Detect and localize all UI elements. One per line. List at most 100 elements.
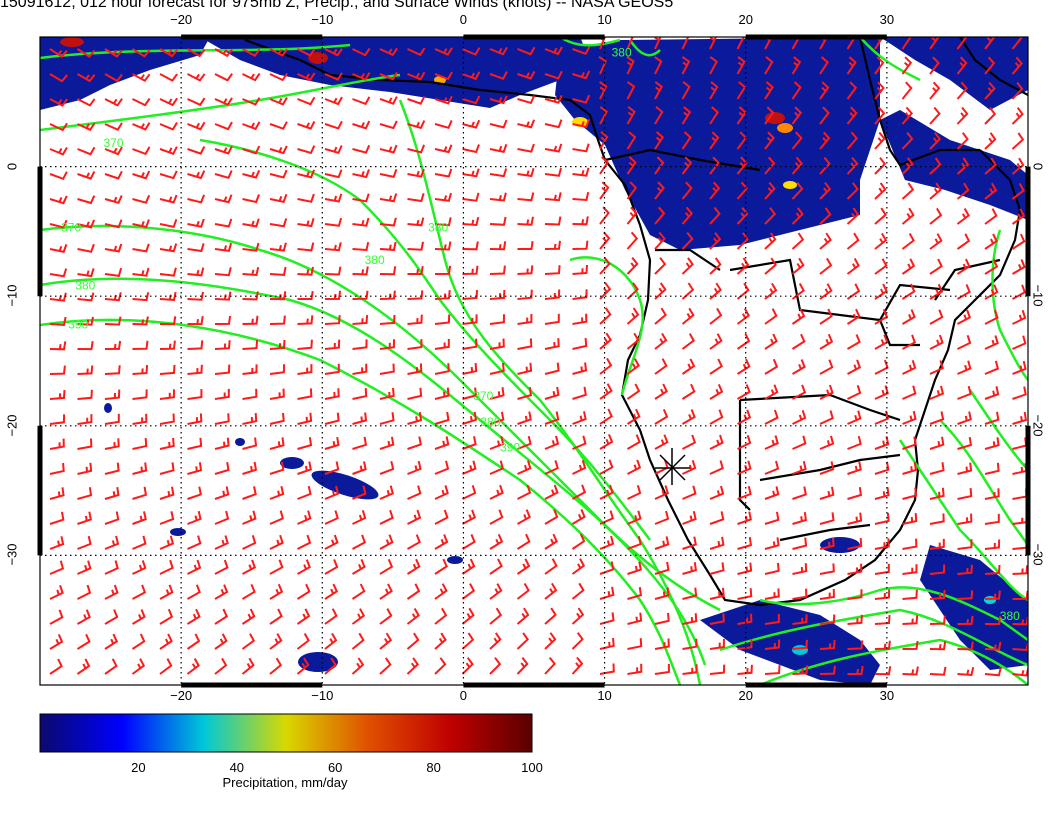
wind-barb [572, 240, 589, 250]
wind-barb [517, 509, 531, 525]
wind-barb [297, 169, 316, 179]
wind-barb [901, 258, 916, 275]
wind-barb [434, 509, 449, 525]
wind-barb [929, 360, 944, 375]
wind-barb [49, 365, 66, 375]
contour-label: 390 [68, 318, 88, 332]
wind-barb [764, 639, 781, 650]
wind-barb [462, 363, 478, 375]
wind-barb [489, 289, 506, 300]
wind-barb [77, 316, 94, 326]
wind-barb [462, 144, 480, 154]
wind-barb [159, 364, 176, 375]
wind-barb [187, 97, 206, 107]
wind-barb [104, 486, 120, 500]
wind-barb [819, 131, 831, 150]
wind-barb [737, 536, 753, 550]
wind-barb [874, 258, 888, 275]
wind-barb [49, 658, 63, 675]
wind-barb [1011, 107, 1024, 125]
wind-barb [627, 535, 642, 550]
wind-barb [654, 536, 670, 550]
wind-barb [736, 282, 750, 300]
wind-barb [654, 664, 670, 675]
wind-barb [517, 289, 533, 300]
wind-barb [324, 120, 343, 130]
wind-barb [956, 284, 971, 300]
wind-barb [984, 411, 1000, 425]
wind-barb [736, 257, 750, 275]
wind-barb [159, 121, 178, 131]
wind-barb [901, 207, 915, 225]
wind-barb [654, 408, 669, 425]
wind-barb [187, 340, 204, 350]
wind-barb [159, 73, 178, 82]
contour-label: 370 [61, 220, 81, 234]
wind-barb [929, 258, 943, 275]
wind-barb [351, 583, 366, 600]
wind-barb [187, 243, 205, 253]
wind-barb [544, 607, 557, 625]
wind-barb [626, 206, 638, 225]
wind-barb [681, 333, 695, 350]
wind-barb [269, 266, 287, 276]
wind-barb [819, 512, 835, 525]
wind-barb [49, 171, 68, 181]
wind-barb [599, 307, 612, 325]
wind-barb [1011, 81, 1024, 100]
wind-barb [984, 386, 1000, 400]
wind-barb [956, 132, 969, 150]
wind-barb [572, 459, 587, 475]
wind-barb [489, 460, 504, 475]
wind-barb [434, 436, 450, 450]
wind-barb [901, 233, 915, 250]
wind-barb [682, 485, 697, 500]
wind-barb [791, 308, 806, 325]
wind-barb [819, 81, 830, 100]
wind-barb [352, 388, 368, 400]
wind-barb [709, 664, 726, 675]
wind-barb [874, 308, 889, 325]
wind-barb [77, 268, 95, 278]
wind-barb [544, 386, 560, 400]
wind-barb [544, 216, 562, 226]
wind-barb [104, 511, 120, 525]
wind-barb [599, 561, 615, 575]
wind-barb [902, 385, 917, 400]
wind-barb [214, 121, 233, 131]
wind-barb [544, 460, 559, 475]
wind-barb [709, 639, 725, 650]
wind-barb [104, 609, 119, 625]
wind-barb [379, 266, 397, 276]
wind-barb [159, 389, 175, 400]
colorbar-tick-label: 80 [426, 760, 441, 775]
wind-barb [957, 436, 973, 450]
wind-barb [379, 436, 395, 450]
wind-barb [654, 282, 667, 300]
wind-barb [517, 460, 532, 475]
wind-barb [159, 170, 178, 180]
wind-barb [682, 613, 698, 625]
wind-barb [681, 131, 692, 150]
wind-barb [187, 413, 203, 425]
wind-barb [654, 358, 668, 375]
wind-barb [352, 363, 368, 375]
wind-barb [379, 71, 398, 81]
wind-barb [104, 462, 120, 475]
wind-barb [929, 538, 945, 550]
wind-barb [791, 232, 805, 250]
wind-barb [736, 384, 751, 400]
wind-barb [956, 106, 969, 125]
wind-barb [352, 436, 368, 450]
wind-barb [324, 48, 343, 57]
wind-barb [572, 289, 588, 300]
wind-barb [352, 96, 371, 106]
wind-barb [902, 461, 918, 475]
wind-barb [269, 388, 285, 400]
wind-barb [736, 206, 749, 225]
wind-barb [214, 194, 233, 204]
wind-barb [214, 145, 233, 155]
wind-barb [846, 308, 861, 325]
wind-barb [847, 461, 862, 475]
wind-barb [77, 365, 94, 375]
